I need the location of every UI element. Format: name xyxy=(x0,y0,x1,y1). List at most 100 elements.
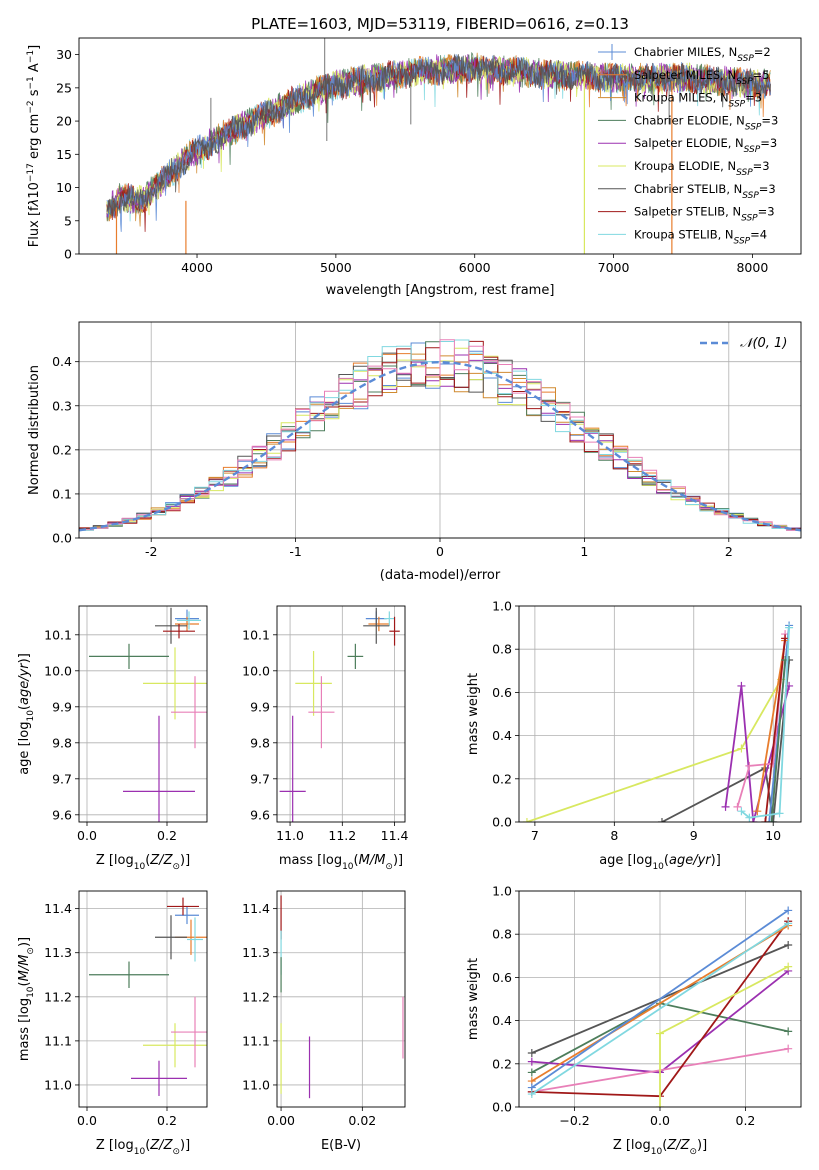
normal-curve xyxy=(79,360,801,532)
weight-point xyxy=(767,818,776,822)
x-tick-label: 0.0 xyxy=(650,1113,670,1128)
y-tick-label: 10 xyxy=(56,180,72,195)
spectrum-lines xyxy=(106,38,771,254)
weight-point xyxy=(784,1044,793,1053)
x-tick-label: -1 xyxy=(289,544,301,559)
y-tick-label: 11.0 xyxy=(242,1077,270,1092)
residual-histogram-panel: -2 -1 0 1 2 0.0 0.1 0.2 0.3 0.4 (data-model)/error… xyxy=(27,321,802,583)
errorbar-kroupa-elodie xyxy=(295,651,332,716)
weight-series-kroupa-stelib xyxy=(737,623,794,822)
y-tick-label: 9.8 xyxy=(52,735,72,750)
weight-point xyxy=(784,941,793,949)
y-tick-label: 11.1 xyxy=(44,1033,72,1048)
y-tick-label: 10.1 xyxy=(242,627,270,642)
spectrum-line-chabrier-stelib xyxy=(106,53,771,217)
y-tick-label: 0.0 xyxy=(492,815,512,830)
legend-label: Chabrier ELODIE, NSSP=3 xyxy=(634,113,778,132)
errorbars xyxy=(89,897,207,1096)
weight-point xyxy=(737,744,746,753)
weight-point xyxy=(775,809,784,818)
legend-item: Salpeter ELODIE, NSSP=3 xyxy=(598,136,777,155)
weight-series-kroupa-elodie xyxy=(656,962,793,1107)
errorbars xyxy=(280,895,404,1099)
x-tick-label: -2 xyxy=(145,544,157,559)
weight-point xyxy=(656,1103,664,1107)
errorbar-kroupa-stelib xyxy=(187,917,203,962)
errorbar-salpeter-stelib xyxy=(163,624,195,639)
y-axis-label: mass [log10(M/M⊙)] xyxy=(17,937,36,1061)
y-axis-label: age [log10(age/yr)] xyxy=(17,653,36,775)
spectrum-panel: 4000 5000 6000 7000 8000 0 5 10 15 20 25 30 waveleng… xyxy=(26,37,802,298)
y-tick-label: 9.7 xyxy=(52,771,72,786)
y-axis-label: Flux [fλ10−17 erg cm−2 s−1 A−1] xyxy=(26,45,42,247)
errorbar-chabrier-stelib xyxy=(155,607,187,644)
ticks: -2 -1 0 1 2 0.0 0.1 0.2 0.3 0.4 xyxy=(52,354,733,559)
axes-frame xyxy=(78,605,208,823)
x-tick-label: −0.2 xyxy=(559,1113,589,1128)
weight-point xyxy=(656,1029,664,1038)
legend-item: Chabrier ELODIE, NSSP=3 xyxy=(598,113,778,132)
mass-vs-ebv-panel: 0.00 0.02 11.0 11.1 11.2 11.3 11.4 E(B-V) xyxy=(242,890,406,1153)
axes-frame xyxy=(78,37,802,255)
legend-label: Salpeter ELODIE, NSSP=3 xyxy=(634,136,777,155)
gridlines xyxy=(79,606,207,822)
weight-point xyxy=(784,906,793,915)
y-tick-label: 15 xyxy=(56,147,72,162)
weight-point xyxy=(769,818,778,822)
histogram-series xyxy=(79,339,801,533)
x-tick-label: 8 xyxy=(610,828,618,843)
weight-line xyxy=(661,659,790,822)
age-vs-mass-panel: 11.0 11.2 11.4 9.6 9.7 9.8 9.9 10.0 10.1 mass [lo… xyxy=(242,605,409,872)
y-tick-label: 9.9 xyxy=(52,699,72,714)
axes-frame xyxy=(78,321,802,539)
y-tick-label: 9.9 xyxy=(250,699,270,714)
weight-point xyxy=(527,1057,536,1066)
y-tick-label: 11.4 xyxy=(44,901,72,916)
x-tick-label: 5000 xyxy=(320,260,352,275)
x-tick-label: 11.2 xyxy=(328,828,356,843)
weight-series-kroupa-stelib xyxy=(527,919,793,1099)
ticks: −0.2 0.0 0.2 0.0 0.2 0.4 0.6 0.8 1.0 xyxy=(492,884,755,1129)
y-tick-label: 5 xyxy=(64,213,72,228)
ticks: 11.0 11.2 11.4 9.6 9.7 9.8 9.9 10.0 10.1 xyxy=(242,627,408,843)
x-tick-label: 0 xyxy=(436,544,444,559)
x-tick-label: 7000 xyxy=(598,260,630,275)
ticks: 4000 5000 6000 7000 8000 0 5 10 15 20 25 30 xyxy=(56,47,768,275)
errorbar-kroupa-elodie xyxy=(143,647,207,720)
weight-point xyxy=(527,1090,536,1099)
errorbar-pink xyxy=(308,676,335,749)
legend-label: Salpeter MILES, NSSP=5 xyxy=(634,68,770,87)
x-axis-label: wavelength [Angstrom, rest frame] xyxy=(326,283,555,298)
y-tick-label: 11.0 xyxy=(44,1077,72,1092)
mass-vs-metallicity-panel: 0.0 0.2 11.0 11.1 11.2 11.3 11.4 Z [log10(Z/Z⊙)… xyxy=(17,890,208,1157)
x-tick-label: 0.00 xyxy=(267,1113,295,1128)
y-tick-label: 9.7 xyxy=(250,771,270,786)
axes-frame xyxy=(276,890,406,1108)
weight-line xyxy=(659,965,789,1107)
errorbar-kroupa-elodie xyxy=(143,1023,207,1068)
legend-label: Salpeter STELIB, NSSP=3 xyxy=(634,205,775,224)
weight-series-salpeter-stelib xyxy=(761,634,790,822)
y-tick-label: 20 xyxy=(56,114,72,129)
errorbar-kroupa-stelib xyxy=(384,611,395,626)
ticks: 0.0 0.2 11.0 11.1 11.2 11.3 11.4 xyxy=(44,901,177,1128)
y-tick-label: 0.2 xyxy=(492,1056,512,1071)
y-tick-label: 10.0 xyxy=(242,663,270,678)
gridlines xyxy=(79,891,207,1107)
y-tick-label: 0.0 xyxy=(492,1100,512,1115)
y-tick-label: 11.3 xyxy=(44,945,72,960)
weight-point xyxy=(761,818,770,822)
errorbar-chabrier-elodie xyxy=(89,961,169,988)
y-tick-label: 0.4 xyxy=(492,728,512,743)
y-axis-label: mass weight xyxy=(466,673,481,755)
errorbar-salpeter-stelib xyxy=(389,616,400,646)
mass-weight-vs-metallicity-panel: −0.2 0.0 0.2 0.0 0.2 0.4 0.6 0.8 1.0 Z [log10(Z/Z… xyxy=(466,884,802,1157)
spectrum-line-chabrier-miles xyxy=(106,54,771,232)
weight-line xyxy=(724,685,790,822)
y-tick-label: 9.6 xyxy=(250,807,270,822)
weight-point xyxy=(721,802,730,811)
legend-label: 𝒩(0, 1) xyxy=(740,336,787,351)
weight-point xyxy=(749,818,758,822)
weight-line xyxy=(770,659,786,822)
legend: 𝒩(0, 1) xyxy=(700,336,787,351)
